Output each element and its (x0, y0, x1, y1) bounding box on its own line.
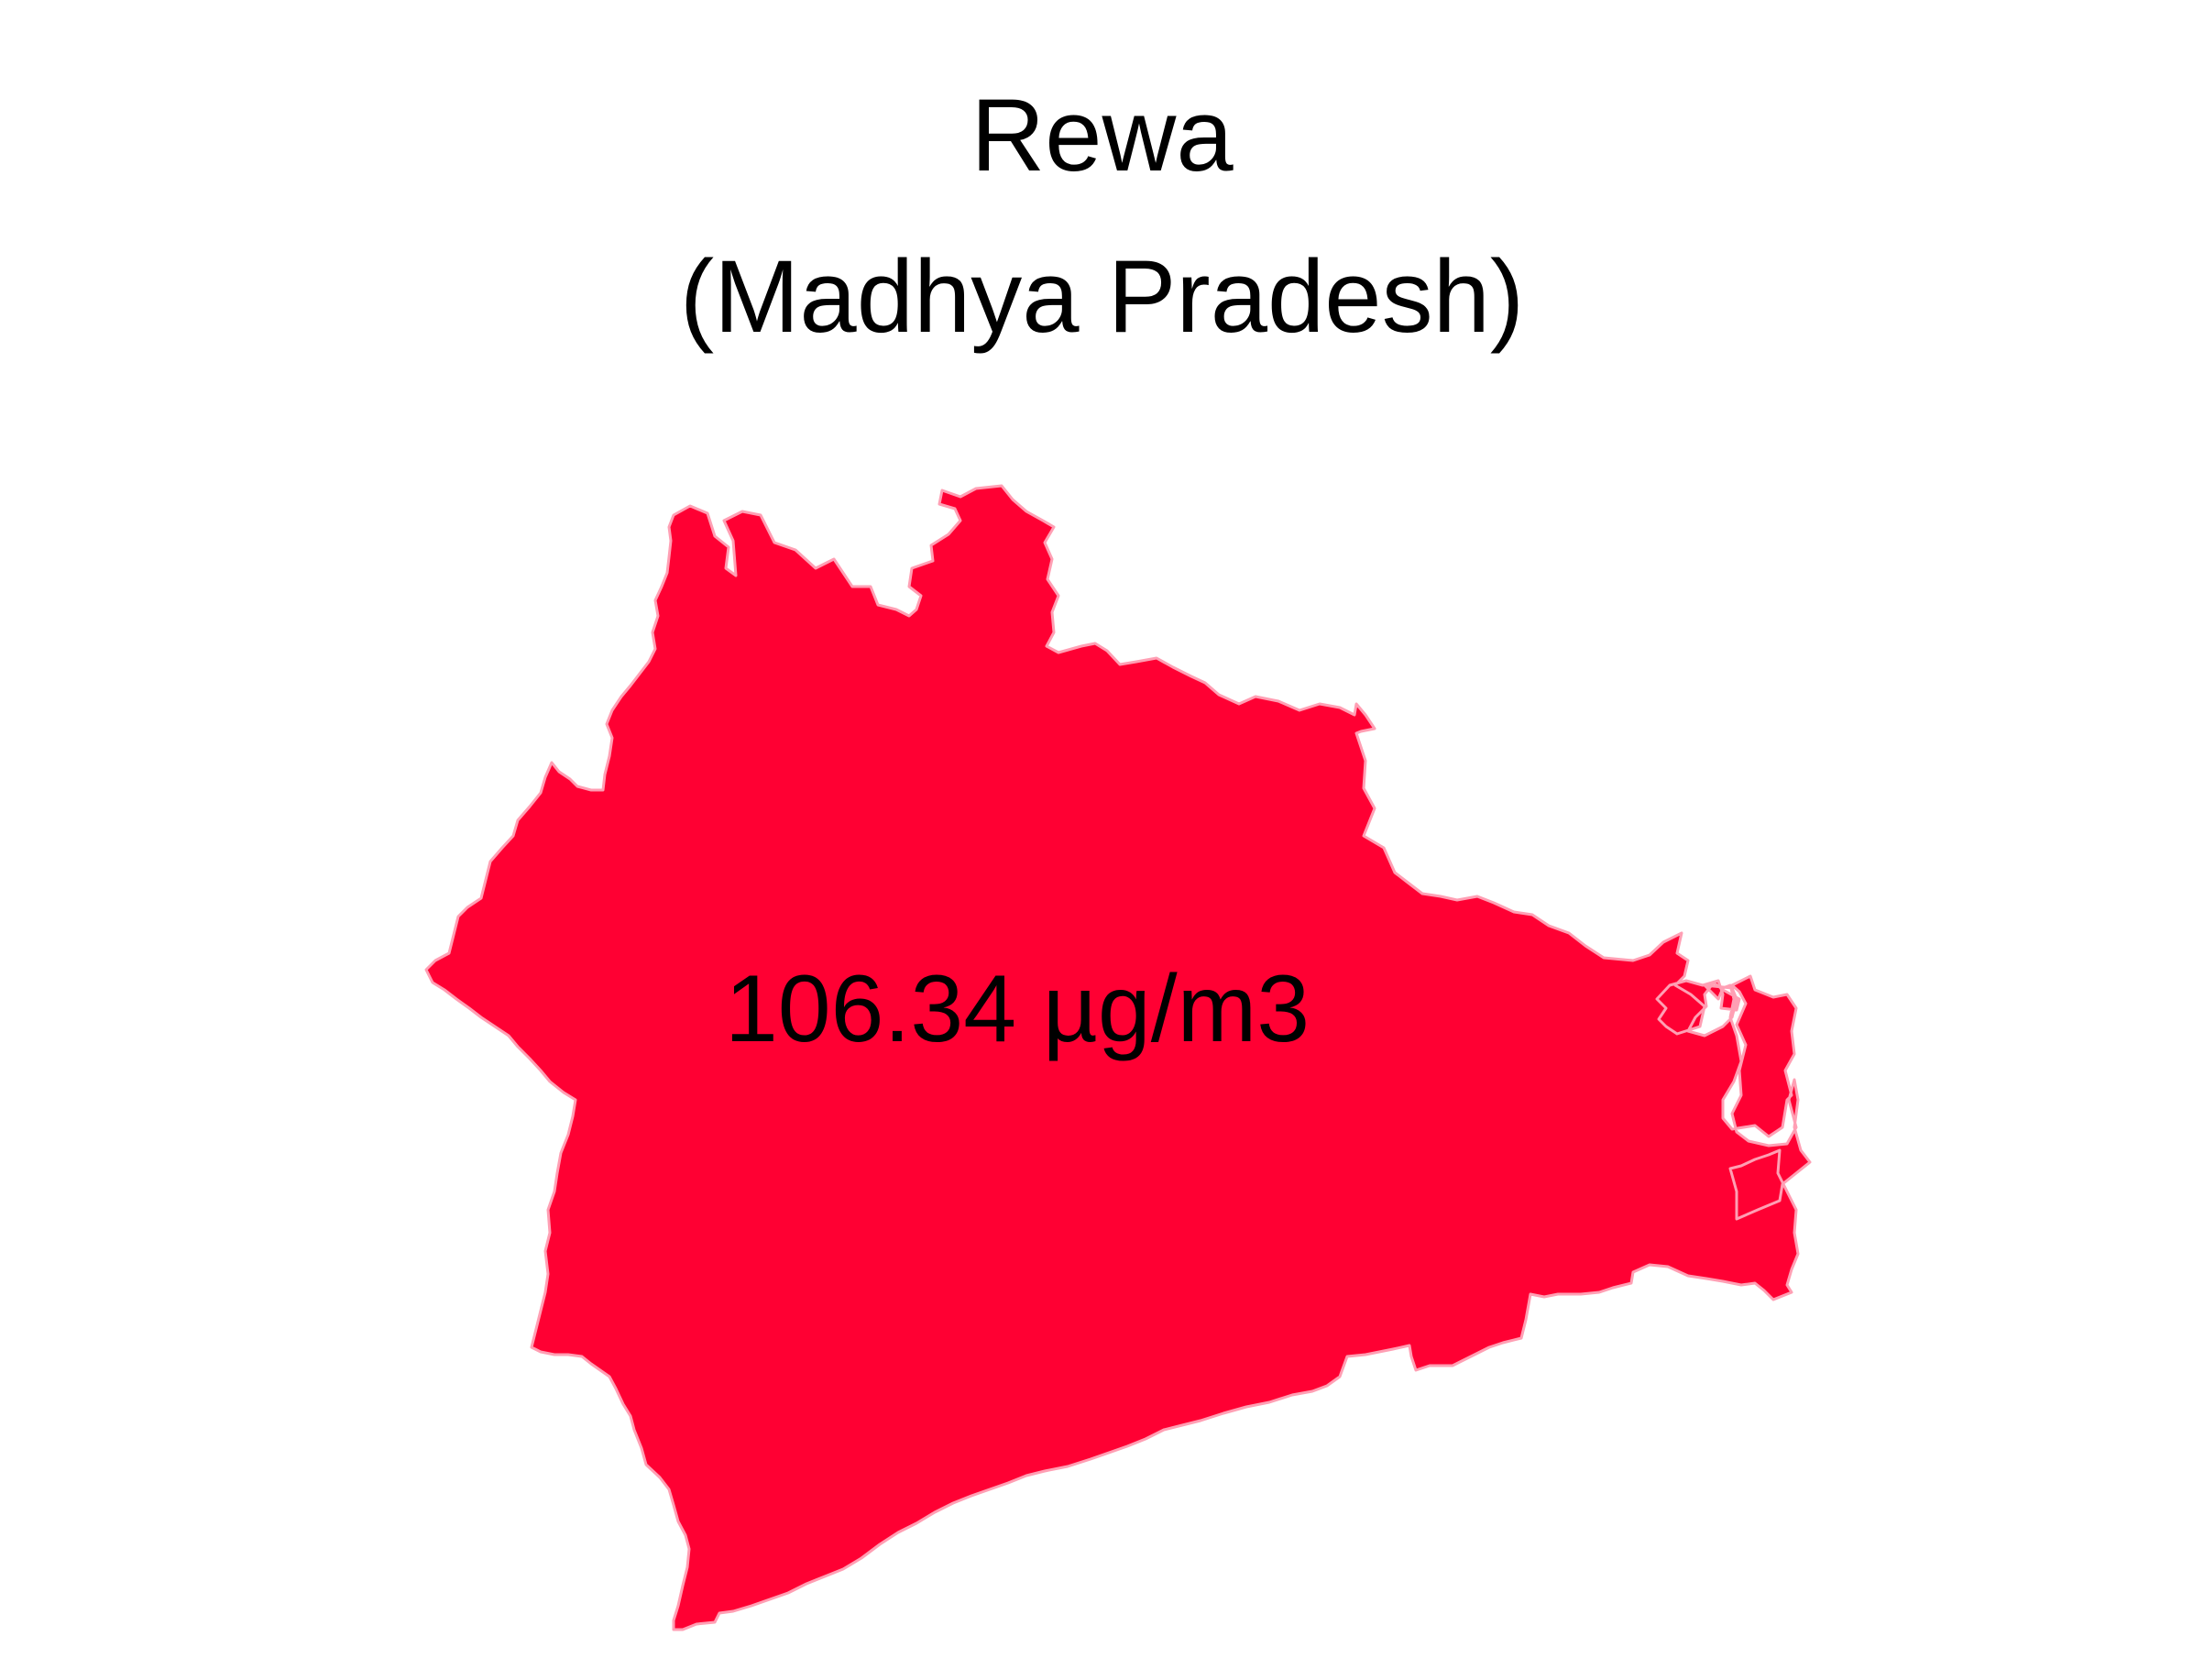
district-shape-rewa (424, 484, 1812, 1631)
district-value-label: 106.34 µg/m3 (725, 956, 1310, 1062)
map-title: Rewa (970, 78, 1234, 192)
map-subtitle: (Madhya Pradesh) (679, 239, 1525, 354)
map-title-block: Rewa (Madhya Pradesh) (0, 55, 2204, 378)
